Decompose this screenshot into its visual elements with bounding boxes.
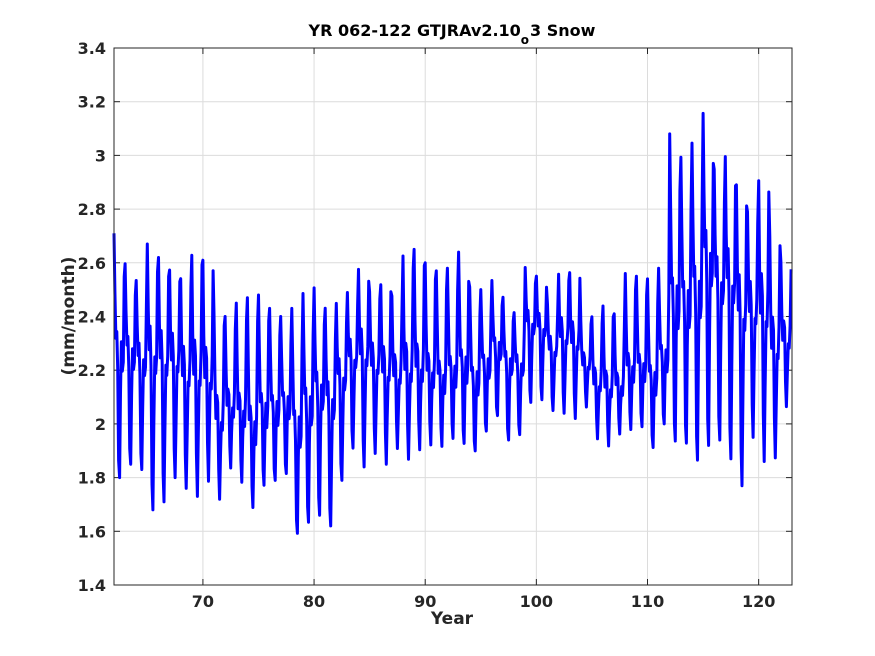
y-tick-label: 2 [95,415,106,434]
plot-frame [113,47,793,586]
x-tick-label: 110 [631,592,664,611]
y-tick-label: 1.6 [78,522,106,541]
y-tick-label: 2.8 [78,200,106,219]
chart-title: YR 062-122 GTJRAv2.10o3 Snow [308,21,596,47]
x-tick-label: 80 [303,592,325,611]
snow-series-line [112,111,793,535]
y-axis-label: (mm/month) [59,257,79,376]
y-tick-label: 3.4 [78,39,106,58]
y-tick-label: 2.6 [78,254,106,273]
x-tick-label: 120 [742,592,775,611]
y-tick-label: 3 [95,146,106,165]
y-tick-label: 2.2 [78,361,106,380]
y-tick-label: 1.8 [78,469,106,488]
x-tick-label: 100 [520,592,553,611]
y-tick-label: 1.4 [78,576,106,595]
x-axis-label: Year [430,609,474,629]
y-axis-ticks: 1.4 1.6 1.8 2 2.2 2.4 2.6 2.8 3 3.2 3.4 [78,39,792,595]
x-axis-ticks: 70 80 90 100 110 120 [192,48,775,611]
x-tick-label: 90 [414,592,436,611]
y-tick-label: 3.2 [78,93,106,112]
y-tick-label: 2.4 [78,308,106,327]
x-tick-label: 70 [192,592,214,611]
